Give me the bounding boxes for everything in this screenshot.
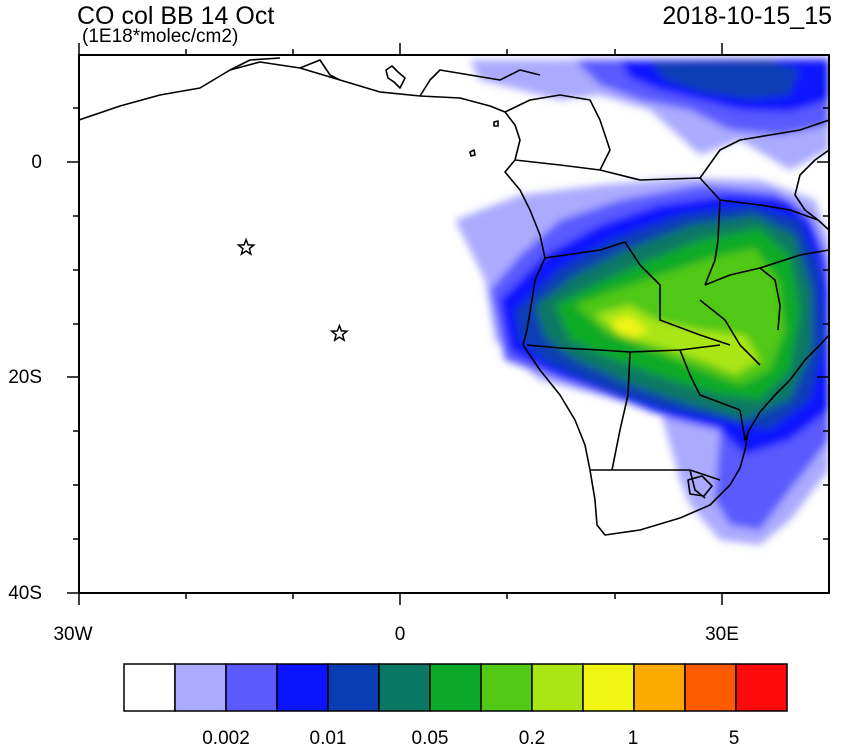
x-tick-label-30e: 30E <box>705 624 739 645</box>
colorbar-cell-12 <box>735 663 788 712</box>
colorbar-cell-6 <box>429 663 482 712</box>
colorbar-label-5: 5 <box>728 728 740 749</box>
colorbar-cell-11 <box>684 663 737 712</box>
colorbar-label-0.2: 0.2 <box>518 728 546 749</box>
colorbar-cell-9 <box>582 663 635 712</box>
units-label: (1E18*molec/cm2) <box>82 26 239 47</box>
x-tick-label-30w: 30W <box>53 624 93 645</box>
colorbar-label-1: 1 <box>627 728 639 749</box>
y-tick-label-20s: 20S <box>8 367 42 388</box>
colorbar-cell-1 <box>174 663 227 712</box>
y-tick-label-0: 0 <box>31 152 42 173</box>
colorbar-cell-4 <box>327 663 380 712</box>
station-markers <box>236 237 350 342</box>
colorbar-cell-5 <box>378 663 431 712</box>
co-plume-shading <box>455 58 829 545</box>
colorbar-cell-3 <box>276 663 329 712</box>
axis-ticks <box>67 43 829 605</box>
colorbar-cell-10 <box>633 663 686 712</box>
y-tick-label-40s: 40S <box>8 583 42 604</box>
datetime-label: 2018-10-15_15 <box>662 2 832 30</box>
colorbar-label-0.05: 0.05 <box>411 728 449 749</box>
colorbar-cell-7 <box>480 663 533 712</box>
colorbar-cell-2 <box>225 663 278 712</box>
x-tick-label-0: 0 <box>394 624 406 645</box>
colorbar-label-0.01: 0.01 <box>309 728 347 749</box>
colorbar-label-0.002: 0.002 <box>202 728 250 749</box>
coastlines <box>79 57 829 536</box>
star-marker-2 <box>329 323 350 342</box>
star-marker-1 <box>236 237 256 256</box>
colorbar-cell-8 <box>531 663 584 712</box>
colorbar-cell-0 <box>123 663 176 712</box>
map-title: CO col BB 14 Oct <box>77 2 275 30</box>
